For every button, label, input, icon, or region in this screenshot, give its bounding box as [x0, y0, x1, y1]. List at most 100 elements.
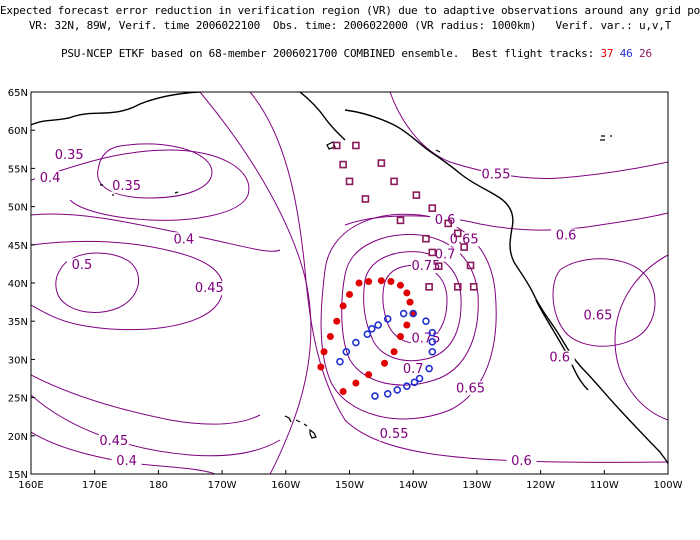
- track-26-point: [377, 159, 386, 167]
- map-frame: [30, 91, 669, 475]
- contour-label-background: [168, 232, 199, 247]
- track-37-point: [365, 371, 373, 379]
- lon-tick-label: 150W: [335, 480, 364, 491]
- contour-label: 0.5: [72, 258, 93, 273]
- contour-label: 0.7: [403, 362, 424, 377]
- contour-label-background: [582, 308, 613, 323]
- contour-label: 0.4: [40, 171, 61, 186]
- track-46-point: [383, 315, 392, 323]
- chart-title-line-1: Expected forecast error reduction in ver…: [0, 4, 700, 17]
- contour-label-background: [35, 171, 66, 186]
- track-46-point: [422, 317, 430, 326]
- track-46-point: [415, 374, 424, 383]
- lon-tick-label: 130W: [462, 480, 491, 491]
- track-37-point: [403, 321, 411, 329]
- chart-title-line-3: PSU-NCEP ETKF based on 68-member 2006021…: [0, 34, 700, 60]
- contour-label: 0.6: [549, 351, 570, 366]
- track-46-point: [403, 382, 411, 390]
- contour-line: [363, 251, 462, 362]
- contour-label: 0.45: [195, 281, 224, 296]
- track-26-point: [434, 262, 443, 270]
- lon-tick-label: 160W: [271, 480, 300, 491]
- contour-labels: 0.35 0.35 0.4 0.4 0.45 0.5 0.45 0.4 0.55 0.55 0.6 0…: [35, 148, 613, 469]
- contour-label: 0.65: [456, 381, 485, 396]
- contour-label: 0.75: [411, 259, 440, 274]
- track-37-point: [352, 379, 360, 387]
- contour-line: [31, 213, 281, 252]
- track-46-point: [428, 328, 437, 337]
- track-46-point: [428, 347, 437, 356]
- coastline-baja: [535, 299, 589, 391]
- contour-label-background: [398, 362, 429, 377]
- contour-label: 0.6: [556, 228, 577, 243]
- track-26-point: [396, 216, 405, 225]
- contour-label: 0.6: [511, 454, 532, 469]
- islands: [100, 135, 612, 439]
- track-id-red: 37: [600, 47, 614, 60]
- contour-line: [249, 92, 668, 463]
- track-37-point: [406, 298, 414, 306]
- contour-line: [31, 149, 250, 221]
- lon-tick-label: 160E: [18, 480, 43, 491]
- track-26-point: [339, 160, 347, 169]
- contour-line: [31, 240, 224, 331]
- contour-line: [31, 394, 281, 457]
- coastline-alaska: [31, 92, 201, 126]
- lat-tick-label: 45N: [8, 241, 28, 252]
- track-37-point: [381, 359, 389, 367]
- track-26-point: [390, 177, 398, 186]
- track-46-point: [410, 378, 419, 387]
- island-hawaii: [284, 415, 317, 439]
- lat-tick-label: 20N: [8, 432, 28, 443]
- track-37-point: [377, 277, 385, 285]
- contour-label: 0.55: [482, 167, 511, 182]
- lat-tick-label: 15N: [8, 470, 28, 481]
- track-26-point: [453, 283, 462, 291]
- contour-label-background: [544, 350, 575, 365]
- contour-line: [31, 431, 216, 474]
- contour-label-background: [194, 281, 225, 296]
- track-37-point: [339, 302, 347, 310]
- contour-label-background: [410, 259, 441, 274]
- lon-tick-label: 180: [149, 480, 168, 491]
- track-46-point: [367, 325, 376, 333]
- contour-label: 0.4: [116, 454, 137, 469]
- track-46-point: [393, 386, 402, 394]
- track-26-point: [428, 248, 437, 257]
- island-aleutian: [100, 184, 179, 196]
- track-37-point: [390, 348, 398, 356]
- lon-tick-label: 170E: [82, 480, 107, 491]
- track-37-point: [339, 387, 347, 395]
- contour-label-background: [111, 178, 142, 193]
- contour-label: 0.35: [55, 148, 84, 163]
- track-id-purple: 26: [639, 47, 652, 60]
- coastline: [31, 92, 668, 465]
- flight-tracks: [317, 141, 478, 400]
- verification-region-circle: [678, 284, 700, 404]
- contour-label-background: [111, 453, 142, 468]
- track-id-blue: 46: [619, 47, 633, 60]
- track-26-point: [361, 195, 370, 203]
- track-46-point: [363, 330, 372, 338]
- coastline-north-america: [344, 109, 668, 465]
- track-26-point: [352, 141, 360, 150]
- lat-tick-label: 25N: [8, 394, 28, 405]
- track-26-point: [444, 219, 453, 228]
- track-26-point: [332, 141, 341, 150]
- contour-line: [341, 234, 479, 386]
- lat-tick-label: 30N: [8, 355, 28, 366]
- track-46-point: [383, 389, 392, 398]
- track-26-point: [422, 234, 430, 243]
- contour-label-background: [481, 167, 512, 182]
- track-37-point: [317, 363, 325, 371]
- contour-label-background: [66, 258, 97, 273]
- contour-label: 0.7: [435, 248, 456, 263]
- contour-label-background: [506, 453, 537, 468]
- track-37-point: [355, 279, 363, 287]
- track-46-point: [428, 338, 437, 346]
- lat-tick-label: 40N: [8, 279, 28, 290]
- track-26-point: [425, 283, 433, 291]
- contour-label-background: [54, 148, 85, 163]
- contour-label: 0.45: [99, 434, 128, 449]
